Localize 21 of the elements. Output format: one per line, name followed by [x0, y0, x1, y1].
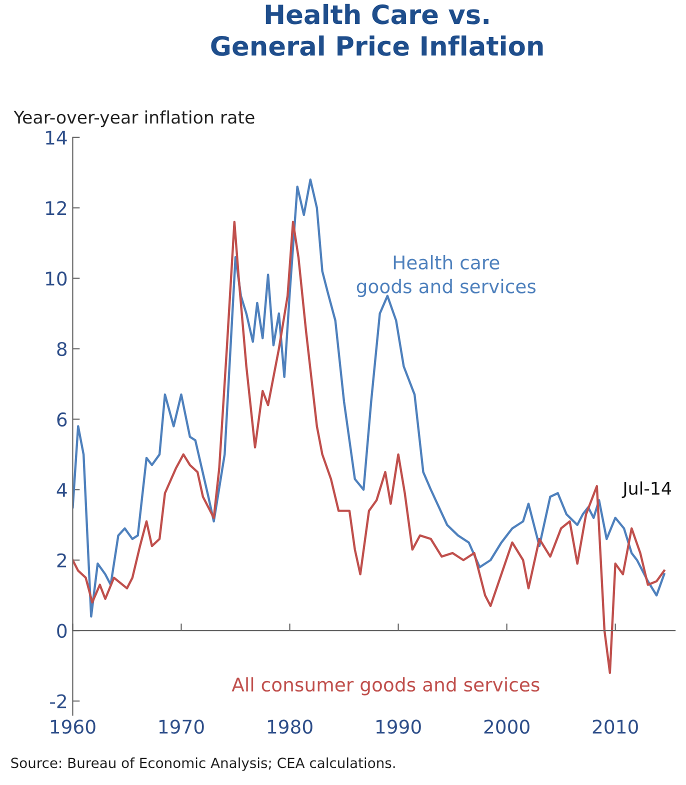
y-tick-label: 10: [46, 272, 67, 286]
y-tick-label: 6: [57, 412, 67, 427]
x-tick-label: 1990: [376, 720, 421, 734]
series-label: Health care goods and services: [356, 255, 536, 298]
y-axis-title: Year-over-year inflation rate: [14, 110, 254, 128]
text: All consumer goods and services: [232, 677, 540, 696]
y-tick-label: 8: [57, 342, 67, 356]
x-tick-label: 1960: [50, 720, 96, 734]
x-tick-label: 1980: [268, 720, 312, 734]
x-tick-label: 2000: [484, 720, 530, 734]
x-tick-label: 1970: [159, 720, 204, 734]
source-note: Source: Bureau of Economic Analysis; CEA calculations.: [11, 757, 395, 771]
chart-title: Health Care vs. General Price Inflation: [211, 4, 543, 56]
y-tick-label: 14: [46, 130, 67, 144]
y-tick-label: 4: [56, 483, 67, 497]
y-tick-label: 12: [46, 201, 66, 215]
y-tick-label: -2: [50, 694, 66, 708]
x-tick-label: 2010: [592, 720, 638, 734]
annotation: Jul-14: [622, 481, 672, 498]
y-tick-label: 0: [57, 624, 67, 638]
y-tick-label: 2: [57, 553, 66, 568]
